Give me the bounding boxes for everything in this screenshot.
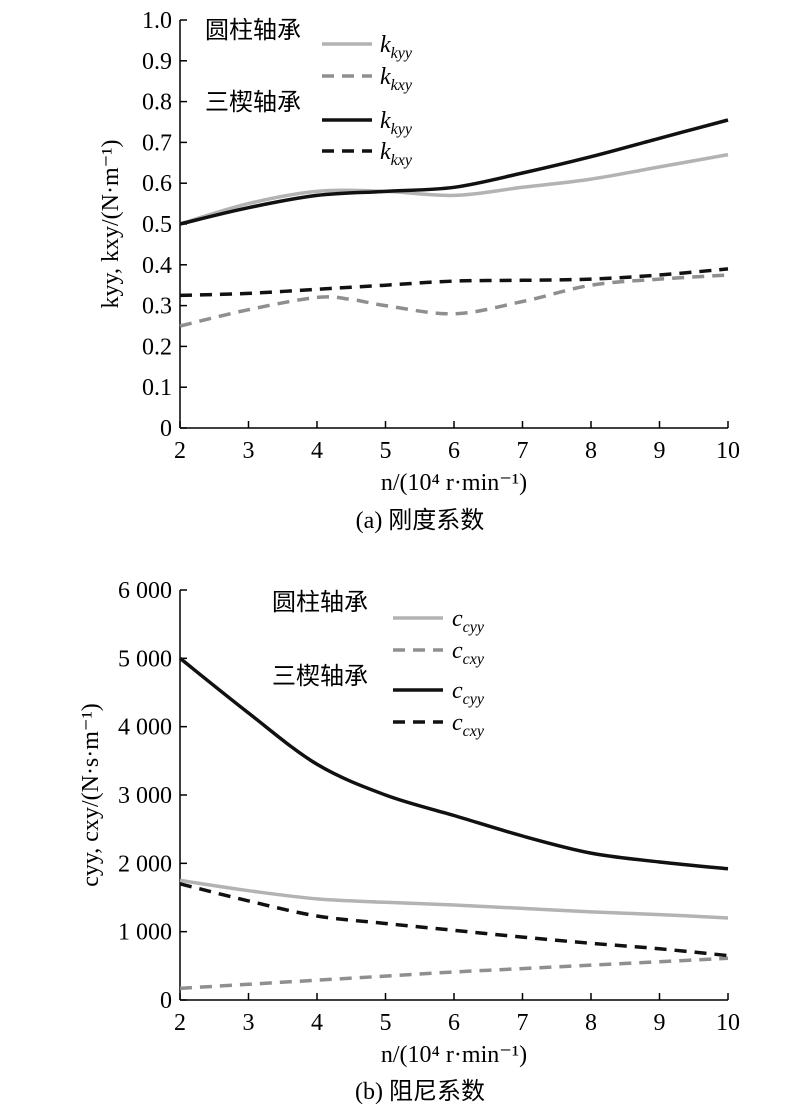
chart-a-y-tick-label: 0.6 [142,171,172,197]
chart-a-y-tick-label: 0.5 [142,212,172,238]
chart-b-legend-entry: ccxy [452,638,485,668]
chart-b-legend: 圆柱轴承 ccyy ccxy 三楔轴承 ccyy ccxy [272,588,485,740]
chart-b-x-tick-label: 8 [585,1010,597,1036]
chart-a-y-tick-label: 0.7 [142,130,172,156]
chart-b-x-tick-label: 7 [517,1010,529,1036]
chart-a-legend-entry: kkxy [380,64,413,94]
chart-a-x-ticks: 2 3 4 5 6 7 8 9 10 [174,421,740,464]
chart-b-x-ticks: 2 3 4 5 6 7 8 9 10 [174,993,740,1036]
chart-a-y-tick-label: 0.1 [142,375,172,401]
chart-a-series [179,118,729,328]
chart-a-y-tick-label: 0 [160,416,172,442]
chart-a-x-tick-label: 4 [311,438,323,464]
chart-a-x-tick-label: 8 [585,438,597,464]
chart-b-series-line-3 [179,882,729,958]
chart-b-x-tick-label: 4 [311,1010,323,1036]
chart-a-x-tick-label: 3 [243,438,255,464]
chart-b-legend-group-label: 圆柱轴承 [272,588,368,616]
chart-a-x-tick-label: 10 [716,438,740,464]
chart-b-x-axis-label: n/(10⁴ r·min⁻¹) [381,1042,527,1068]
chart-b-y-axis-label: cyy, cxy/(N·s·m⁻¹) [78,703,104,887]
chart-a-x-tick-label: 9 [654,438,666,464]
chart-b-series [178,656,729,991]
chart-a-x-tick-label: 2 [174,438,186,464]
chart-b-y-tick-label: 1 000 [118,920,172,946]
chart-a-axes [179,20,728,429]
chart-a-y-tick-label: 0.2 [142,334,172,360]
chart-a-series-line-0 [179,152,729,226]
chart-a-y-tick-label: 0.8 [142,90,172,116]
chart-a-legend-group-label: 三楔轴承 [205,88,301,116]
chart-b-y-tick-label: 2 000 [118,851,172,877]
chart-a-legend-entry: kkyy [380,32,413,62]
chart-b-y-tick-label: 3 000 [118,783,172,809]
chart-a-legend: 圆柱轴承 kkyy kkxy 三楔轴承 kkyy kkxy [205,16,413,169]
chart-b-legend-entry: ccyy [452,678,485,708]
chart-a-series-line-2 [179,118,729,226]
chart-a-y-axis-label: kyy, kxy/(N·m⁻¹) [98,140,124,309]
chart-b-series-line-2 [178,656,729,871]
chart-a: 0 0.1 0.2 0.3 0.4 0.5 0.6 0.7 0.8 0.9 1.0 2 3 4 5 6 7 8 9… [98,8,740,534]
chart-a-x-axis-label: n/(10⁴ r·min⁻¹) [381,470,527,496]
chart-b-legend-entry: ccxy [452,710,485,740]
chart-a-y-tick-label: 0.4 [142,253,172,279]
chart-a-legend-entry: kkxy [380,139,413,169]
chart-b-y-tick-label: 5 000 [118,646,172,672]
chart-b-y-ticks: 0 1 000 2 000 3 000 4 000 5 000 6 000 [118,578,187,1014]
chart-a-series-line-3 [179,267,729,298]
chart-a-y-tick-label: 0.3 [142,294,172,320]
chart-b-series-line-0 [179,878,729,920]
chart-b-x-tick-label: 5 [380,1010,392,1036]
chart-b-caption: (b) 阻尼系数 [355,1078,485,1105]
chart-b-x-tick-label: 10 [716,1010,740,1036]
chart-a-x-tick-label: 5 [380,438,392,464]
chart-b-legend-group-label: 三楔轴承 [272,662,368,690]
chart-b-x-tick-label: 9 [654,1010,666,1036]
chart-b-x-tick-label: 6 [448,1010,460,1036]
chart-a-legend-group-label: 圆柱轴承 [205,16,301,44]
chart-a-legend-entry: kkyy [380,108,413,138]
chart-b-x-tick-label: 3 [243,1010,255,1036]
chart-b-series-line-1 [179,956,729,991]
chart-b-y-tick-label: 6 000 [118,578,172,604]
chart-a-x-tick-label: 7 [517,438,529,464]
chart-b-legend-entry: ccyy [452,606,485,636]
chart-a-y-tick-label: 1.0 [142,8,172,34]
chart-b-x-tick-label: 2 [174,1010,186,1036]
chart-b-y-tick-label: 4 000 [118,715,172,741]
chart-a-x-tick-label: 6 [448,438,460,464]
chart-a-y-tick-label: 0.9 [142,49,172,75]
chart-b: 0 1 000 2 000 3 000 4 000 5 000 6 000 2 3 4 5 6 7 8 9… [78,578,740,1105]
chart-a-caption: (a) 刚度系数 [356,507,485,534]
chart-a-series-line-1 [179,273,729,328]
chart-a-y-ticks: 0 0.1 0.2 0.3 0.4 0.5 0.6 0.7 0.8 0.9 1.0 [142,8,187,442]
chart-b-y-tick-label: 0 [160,988,172,1014]
